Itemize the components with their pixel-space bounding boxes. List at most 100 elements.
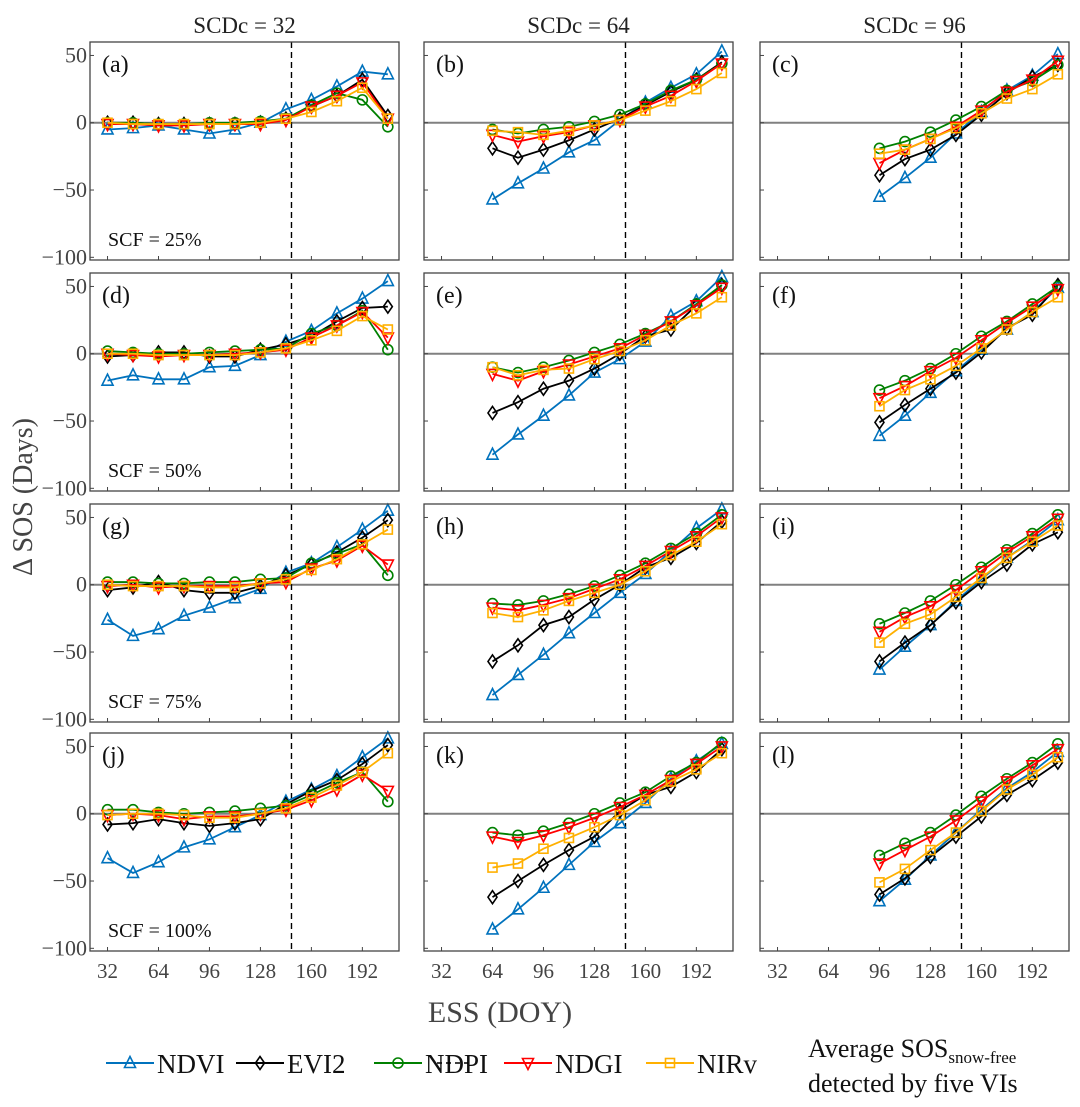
square-marker [153, 580, 164, 592]
square-marker [306, 106, 317, 118]
square-marker [331, 95, 343, 107]
series-nirv [487, 747, 728, 873]
evi2-line [492, 520, 723, 663]
square-marker [280, 803, 292, 814]
series-ndpi [486, 57, 728, 140]
series-ndvi [100, 63, 395, 139]
diamond-marker [537, 856, 549, 873]
square-marker [716, 291, 728, 303]
diamond-marker [873, 886, 885, 903]
triangle-up-marker [177, 607, 191, 621]
triangle-up-marker [511, 900, 525, 915]
triangle-down-marker [664, 316, 678, 330]
square-marker [255, 578, 266, 589]
ndpi-line [492, 62, 723, 135]
x-tick-label: 192 [1017, 959, 1049, 983]
diamond-marker [873, 414, 885, 431]
legend-item-nirv: NIRv [646, 1049, 757, 1079]
square-marker [512, 369, 524, 381]
triangle-down-marker [974, 334, 989, 349]
y-tick-label: 0 [76, 801, 87, 826]
square-marker [665, 549, 677, 561]
square-marker [538, 364, 549, 376]
panel-frame [89, 732, 400, 952]
diamond-marker [331, 313, 343, 330]
triangle-down-marker [355, 769, 370, 784]
square-marker [1052, 68, 1064, 80]
series-nirv [102, 524, 394, 593]
triangle-up-marker [536, 407, 551, 421]
square-marker [204, 812, 215, 824]
square-marker [204, 349, 215, 361]
panel-frame [89, 503, 400, 723]
square-marker [306, 564, 317, 576]
square-marker [357, 82, 368, 94]
square-marker [950, 827, 962, 838]
x-tick-label: 64 [148, 959, 170, 983]
triangle-up-marker [151, 620, 166, 635]
diamond-marker [873, 653, 885, 670]
triangle-up-marker [202, 358, 217, 373]
triangle-up-marker [898, 169, 912, 184]
square-marker [614, 345, 626, 357]
x-tick-label: 160 [296, 959, 328, 983]
triangle-down-marker [898, 611, 912, 626]
triangle-up-marker [485, 191, 500, 205]
panel-e: (e) [423, 268, 734, 492]
y-axis-label: Δ SOS (Days) [8, 418, 39, 576]
square-marker [127, 348, 139, 360]
nirv-line [492, 296, 723, 377]
series-nirv [487, 518, 728, 623]
nirv-line [492, 72, 723, 136]
square-marker [899, 384, 911, 396]
circle-marker [1052, 737, 1064, 750]
triangle-up-marker [355, 521, 370, 535]
evi2-line [107, 305, 388, 358]
triangle-down-marker [1051, 743, 1065, 758]
triangle-up-marker [355, 748, 370, 763]
diamond-marker [1052, 754, 1064, 771]
square-marker [178, 118, 190, 130]
square-marker [102, 809, 113, 821]
x-tick-label: 64 [482, 959, 504, 983]
triangle-down-marker [1051, 283, 1065, 298]
panel-l: 32 64 96 128 160 192 (l) [759, 732, 1070, 983]
panel-label: (e) [436, 283, 463, 309]
nirv-line [107, 528, 389, 589]
square-marker [874, 148, 885, 159]
diamond-marker [588, 360, 600, 377]
diamond-marker [1026, 536, 1038, 553]
square-marker [874, 877, 885, 888]
square-marker [874, 400, 885, 412]
triangle-down-marker [511, 836, 525, 851]
triangle-up-marker [177, 371, 191, 385]
square-marker [280, 574, 292, 585]
square-marker [665, 320, 677, 331]
square-marker [976, 343, 987, 354]
ndpi-line [107, 543, 389, 585]
ndvi-line [491, 508, 723, 696]
evi2-line [492, 748, 723, 898]
circle-marker [512, 829, 524, 842]
diamond-marker [665, 549, 677, 566]
panel-label: (f) [772, 283, 796, 309]
triangle-up-marker [872, 661, 887, 675]
triangle-up-marker [485, 686, 500, 701]
diamond-marker [382, 737, 394, 754]
panel-j: 50 0 −50 −100 32 64 96 128 160 192 (j) SCF = 100% [42, 730, 400, 983]
series-nirv [874, 291, 1064, 412]
diamond-marker [1026, 306, 1038, 323]
ndvi-line [107, 737, 389, 874]
series-evi2 [873, 754, 1064, 903]
triangle-up-marker [228, 589, 242, 604]
legend-label: EVI2 [287, 1049, 345, 1079]
ndgi-line [107, 81, 389, 127]
triangle-down-marker [151, 351, 166, 365]
triangle-down-marker [715, 741, 729, 755]
triangle-down-marker [872, 392, 887, 407]
triangle-down-marker [1025, 74, 1040, 88]
triangle-down-marker [381, 785, 395, 800]
square-marker [229, 118, 241, 130]
triangle-up-marker [923, 616, 938, 631]
triangle-up-marker [123, 1054, 137, 1069]
